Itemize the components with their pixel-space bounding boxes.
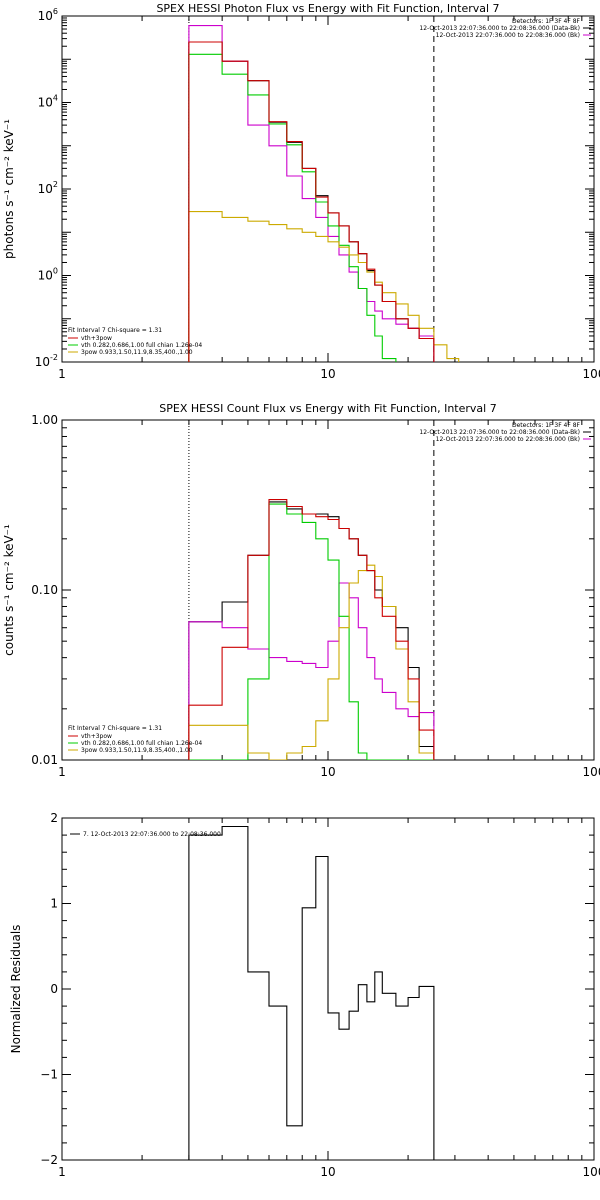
header-text: 12-Oct-2013 22:07:36.000 to 22:08:36.000…: [419, 429, 580, 436]
x-tick-label: 10: [320, 765, 335, 779]
legend-label: 3pow 0.933,1.50,11.9,8.35,400.,1.00: [81, 349, 193, 356]
series-4-line: [188, 564, 435, 760]
x-tick-label: 100: [583, 367, 600, 381]
y-tick-label: 106: [38, 7, 58, 23]
series-group: [188, 825, 435, 1160]
x-tick-label: 1: [58, 367, 66, 381]
series-5-line: [188, 499, 435, 760]
header-text: 12-Oct-2013 22:07:36.000 to 22:08:36.000…: [419, 25, 580, 32]
series-2-line: [188, 25, 435, 362]
chart-title: SPEX HESSI Count Flux vs Energy with Fit…: [159, 402, 496, 415]
legend-title: Fit Interval 7 Chi-square = 1.31: [68, 327, 162, 334]
panel-2: SPEX HESSI Count Flux vs Energy with Fit…: [2, 402, 600, 779]
y-tick-label: 10-2: [35, 353, 58, 369]
header-text: Detectors: 1F 3F 4F 8F: [512, 18, 581, 25]
y-tick-label: 2: [50, 811, 58, 825]
y-tick-label: 0.01: [31, 753, 58, 767]
x-tick-label: 10: [320, 1165, 335, 1179]
legend-label: vth+3pow: [81, 335, 112, 342]
chart-title: SPEX HESSI Photon Flux vs Energy with Fi…: [156, 2, 499, 15]
y-axis-label: counts s⁻¹ cm⁻² keV⁻¹: [2, 524, 16, 656]
legend-title: Fit Interval 7 Chi-square = 1.31: [68, 725, 162, 732]
y-tick-label: 0: [50, 982, 58, 996]
series-3-line: [188, 53, 397, 362]
x-tick-label: 100: [583, 1165, 600, 1179]
y-axis-label: Normalized Residuals: [9, 925, 23, 1054]
y-tick-label: 1.00: [31, 413, 58, 427]
y-tick-label: −2: [40, 1153, 58, 1167]
header-text: Detectors: 1F 3F 4F 8F: [512, 422, 581, 429]
legend-label: 7. 12-Oct-2013 22:07:36.000 to 22:08:36.…: [83, 831, 221, 838]
x-tick-label: 1: [58, 765, 66, 779]
y-tick-label: 1: [50, 897, 58, 911]
x-tick-label: 10: [320, 367, 335, 381]
y-tick-label: −1: [40, 1068, 58, 1082]
legend-label: vth+3pow: [81, 733, 112, 740]
y-axis-label: photons s⁻¹ cm⁻² keV⁻¹: [2, 119, 16, 259]
plot-frame: [61, 15, 595, 363]
series-3-line: [188, 503, 434, 760]
series-5-line: [188, 41, 435, 362]
series-2-line: [188, 582, 435, 760]
series-group: [188, 25, 460, 362]
series-1-line: [188, 41, 435, 362]
x-tick-label: 100: [583, 765, 600, 779]
legend-label: vth 0.282,0.686,1.00 full chian 1.26e-04: [81, 342, 202, 349]
series-1-line: [188, 825, 435, 1160]
y-tick-label: 104: [38, 94, 58, 110]
x-tick-label: 1: [58, 1165, 66, 1179]
header-text: 12-Oct-2013 22:07:36.000 to 22:08:36.000…: [436, 436, 580, 443]
legend-label: vth 0.282,0.686,1.00 full chian 1.26e-04: [81, 740, 202, 747]
legend-label: 3pow 0.933,1.50,11.9,8.35,400.,1.00: [81, 747, 193, 754]
series-1-line: [188, 501, 435, 760]
series-4-line: [188, 211, 460, 362]
y-tick-label: 0.10: [31, 583, 58, 597]
header-text: 12-Oct-2013 22:07:36.000 to 22:08:36.000…: [436, 32, 580, 39]
panel-3: Normalized Residuals 1 10 100 −2 −1 0 1 2 7. 12-O…: [9, 811, 600, 1179]
y-tick-label: 100: [38, 267, 58, 283]
y-tick-label: 102: [38, 180, 58, 196]
panel-1: SPEX HESSI Photon Flux vs Energy with Fi…: [2, 2, 600, 381]
series-group: [188, 499, 435, 760]
